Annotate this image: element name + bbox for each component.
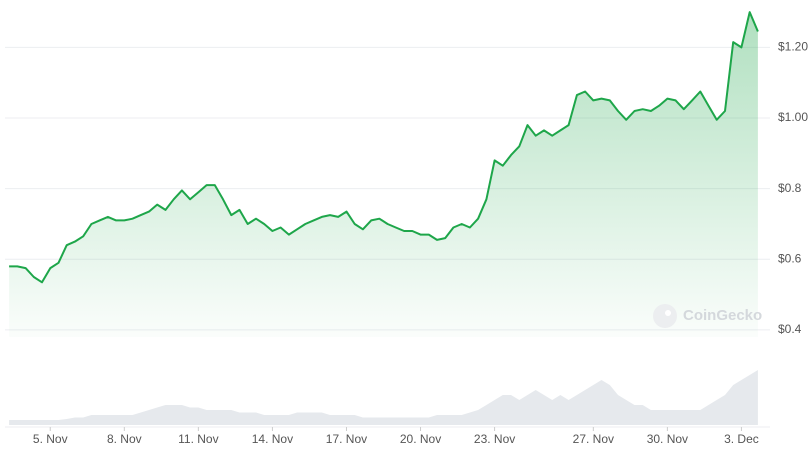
x-tick-label: 11. Nov	[178, 432, 218, 446]
watermark-logo-eye	[665, 310, 671, 316]
x-tick-label: 23. Nov	[474, 432, 515, 446]
y-tick-label: $0.8	[778, 181, 802, 195]
x-tick-label: 30. Nov	[647, 432, 688, 446]
price-area	[9, 12, 758, 337]
y-tick-label: $0.4	[778, 322, 802, 336]
watermark: CoinGecko	[683, 307, 762, 324]
x-tick-label: 17. Nov	[326, 432, 367, 446]
x-tick-label: 14. Nov	[252, 432, 293, 446]
volume-area	[9, 370, 758, 425]
price-line	[9, 11, 759, 284]
x-tick-label: 27. Nov	[573, 432, 614, 446]
watermark-logo	[653, 304, 677, 328]
y-tick-label: $0.6	[778, 251, 802, 265]
x-tick-label: 5. Nov	[33, 432, 68, 446]
y-tick-label: $1.00	[778, 110, 808, 124]
y-tick-label: $1.20	[778, 40, 808, 54]
x-tick-label: 20. Nov	[400, 432, 441, 446]
x-tick-label: 3. Dec	[724, 432, 759, 446]
x-tick-label: 8. Nov	[107, 432, 142, 446]
